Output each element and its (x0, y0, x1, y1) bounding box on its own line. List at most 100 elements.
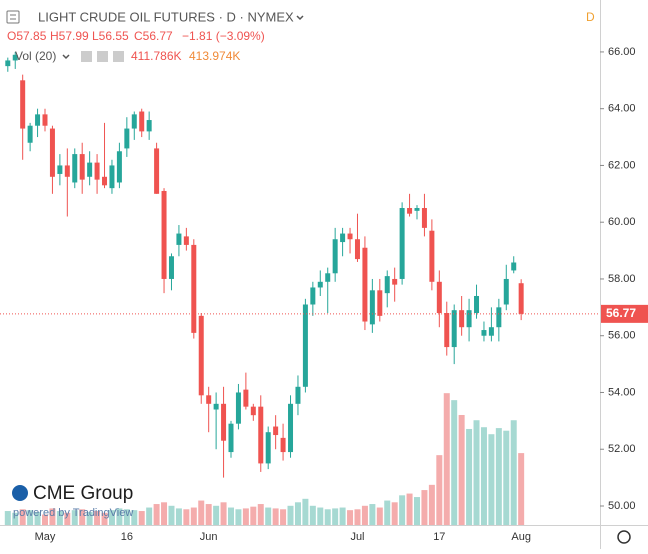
candle-body (79, 154, 85, 180)
ohlc-open: O57.85 (7, 29, 47, 43)
candle-body (317, 281, 323, 288)
dropdown-caret[interactable] (296, 15, 304, 21)
eye-icon[interactable] (81, 51, 92, 62)
last-price-label: 56.77 (606, 306, 636, 320)
volume-bar (101, 512, 108, 525)
y-tick-label: 64.00 (608, 103, 636, 115)
volume-bar (4, 511, 11, 525)
candle-body (302, 304, 308, 387)
y-tick-label: 56.00 (608, 330, 636, 342)
volume-bar (443, 393, 450, 525)
candle-body (340, 233, 346, 243)
y-tick-label: 58.00 (608, 273, 636, 285)
candle-body (250, 406, 256, 416)
y-tick-label: 62.00 (608, 159, 636, 171)
volume-bar (332, 508, 339, 525)
candle-body (102, 176, 108, 186)
badge: D (586, 10, 595, 24)
header: LIGHT CRUDE OIL FUTURES · D · NYMEX O57.… (6, 9, 595, 63)
y-tick-label: 60.00 (608, 216, 636, 228)
volume-bar (480, 427, 487, 525)
dropdown-caret[interactable] (62, 54, 70, 60)
menu-icon[interactable] (6, 10, 20, 24)
volume-bar (123, 509, 130, 525)
volume-bar (510, 420, 517, 525)
y-tick-label: 54.00 (608, 386, 636, 398)
volume-bar (473, 420, 480, 525)
y-tick-label: 66.00 (608, 46, 636, 58)
volume-bar (220, 502, 227, 525)
settings-gear[interactable] (617, 530, 631, 544)
volume-bar (228, 507, 234, 525)
y-tick-label: 52.00 (608, 443, 636, 455)
candle-body (258, 406, 264, 464)
candle-body (183, 236, 189, 245)
volume-bar (488, 434, 495, 525)
volume-bar (161, 502, 168, 525)
candle-body (116, 151, 122, 183)
logo: CME Group powered by TradingView (12, 483, 133, 519)
volume-ma: 413.974K (189, 49, 240, 63)
ohlc-change: −1.81 (−3.09%) (182, 29, 265, 43)
candle-body (369, 290, 375, 325)
candle-body (354, 239, 360, 260)
volume-bar (309, 505, 316, 525)
volume-bar (64, 512, 71, 525)
volume-bar (399, 495, 406, 525)
candle-body (87, 162, 93, 177)
candle-body (228, 423, 234, 453)
volume-bar (153, 504, 160, 525)
candle-body (421, 208, 427, 228)
volume-bar (421, 490, 428, 525)
volume-bar (354, 509, 361, 525)
candle-body (168, 256, 174, 279)
volume-bar (71, 510, 78, 525)
candle-body (392, 278, 398, 285)
volume-bar (466, 428, 473, 525)
candle-body (109, 165, 115, 189)
volume-bar (458, 414, 465, 525)
volume-bar (34, 511, 41, 525)
volume-bar (56, 511, 63, 525)
volume-bar (12, 512, 19, 525)
chart-title: LIGHT CRUDE OIL FUTURES · D · NYMEX (38, 9, 294, 24)
x-tick-label: 17 (433, 531, 445, 543)
candle-body (280, 437, 286, 453)
volume-bar (79, 509, 86, 525)
candle-body (235, 392, 241, 424)
candle-body (20, 80, 26, 129)
candle-body (332, 239, 338, 274)
logo-powered: powered by TradingView (13, 507, 133, 519)
volume-bar (414, 497, 420, 525)
settings-icon[interactable] (97, 51, 108, 62)
candle-body (325, 273, 331, 282)
volume-bar (503, 430, 510, 525)
candle-body (288, 403, 294, 453)
volume-bar (265, 507, 272, 525)
candle-body (481, 330, 487, 336)
volume-bar (27, 510, 34, 525)
candle-body (139, 111, 145, 132)
candle-body (444, 313, 450, 348)
volume-bar (250, 506, 257, 525)
volume-bar (198, 500, 205, 525)
volume-bar (42, 514, 48, 525)
candle-body (474, 295, 480, 314)
volume-bar (272, 508, 279, 525)
volume-bar (168, 505, 175, 525)
close-icon[interactable] (113, 51, 124, 62)
logo-globe (12, 485, 28, 501)
volume-bar (495, 428, 502, 525)
candle-body (12, 54, 18, 61)
candle-body (451, 310, 457, 348)
candle-body (511, 262, 517, 271)
volume-bar (317, 507, 324, 525)
ohlc-low: L56.55 (92, 29, 129, 43)
candle-body (436, 281, 442, 314)
candle-body (213, 403, 219, 410)
volume-bar (108, 510, 115, 525)
candle-body (198, 315, 204, 396)
candle-body (221, 403, 227, 441)
volume-bar (242, 508, 249, 525)
